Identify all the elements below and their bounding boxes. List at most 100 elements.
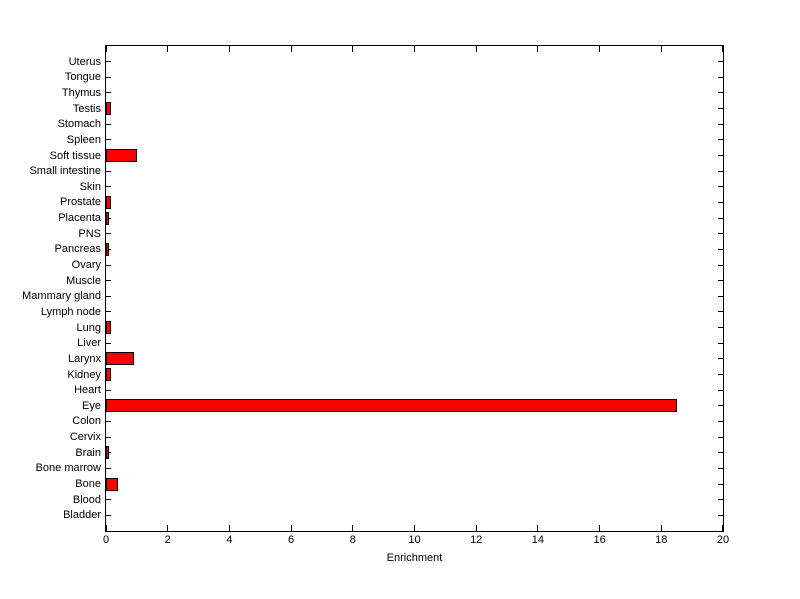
- x-axis-tick: [414, 46, 415, 52]
- y-tick-label: Bone marrow: [35, 462, 101, 475]
- plot-area: [105, 45, 724, 532]
- bar-prostate: [106, 195, 111, 209]
- y-axis-tick: [106, 170, 111, 172]
- y-axis-tick: [718, 389, 723, 391]
- x-axis-tick: [475, 46, 477, 52]
- y-axis-tick: [718, 358, 723, 360]
- y-tick-label: Blood: [72, 493, 101, 506]
- y-tick-label: Liver: [77, 337, 101, 350]
- y-tick-label: Soft tissue: [49, 149, 101, 162]
- x-axis-tick: [106, 525, 107, 531]
- y-axis-tick: [718, 155, 723, 157]
- x-axis-tick: [352, 525, 354, 531]
- y-tick-label: Colon: [72, 415, 101, 428]
- y-axis-tick: [718, 514, 723, 516]
- y-axis-tick: [718, 233, 723, 235]
- y-tick-label: Tongue: [64, 71, 101, 84]
- y-axis-tick: [106, 389, 111, 391]
- y-tick-label: Skin: [79, 180, 101, 193]
- x-tick-label: 8: [349, 534, 356, 546]
- x-axis-tick: [228, 525, 230, 531]
- x-axis-tick: [414, 525, 415, 531]
- bar-eye: [106, 399, 677, 413]
- x-tick-label: 4: [226, 534, 233, 546]
- bar-lung: [106, 321, 111, 335]
- y-tick-label: Larynx: [67, 352, 101, 365]
- bar-brain: [106, 446, 110, 460]
- x-axis-tick: [722, 525, 723, 531]
- x-axis-tick: [228, 46, 230, 52]
- y-tick-label: Lung: [76, 321, 101, 334]
- y-tick-label: Cervix: [69, 431, 101, 444]
- y-axis-tick: [718, 248, 723, 250]
- x-axis-tick: [537, 525, 539, 531]
- y-tick-label: Bone: [75, 478, 101, 491]
- x-axis-tick: [475, 525, 477, 531]
- bar-bone: [106, 477, 119, 491]
- y-axis-tick: [106, 514, 111, 516]
- y-axis-tick: [718, 436, 723, 438]
- x-axis-tick: [599, 46, 601, 52]
- y-tick-label: Spleen: [66, 133, 101, 146]
- y-axis-tick: [718, 92, 723, 94]
- bar-pancreas: [106, 242, 110, 256]
- y-tick-label: Muscle: [66, 274, 101, 287]
- x-axis-title: Enrichment: [386, 552, 443, 564]
- y-axis-tick: [718, 499, 723, 501]
- x-axis-tick: [722, 46, 723, 52]
- x-tick-label: 14: [531, 534, 545, 546]
- y-tick-label: Testis: [72, 102, 101, 115]
- y-axis-tick: [718, 76, 723, 78]
- y-axis-tick: [718, 311, 723, 313]
- y-tick-label: Kidney: [67, 368, 101, 381]
- x-axis-tick-labels: 0 2 4 6 8 10 12 14 16 18 20: [102, 534, 729, 548]
- bar-soft-tissue: [106, 149, 137, 163]
- bar-placenta: [106, 211, 110, 225]
- y-axis-tick: [718, 264, 723, 266]
- x-axis-tick: [660, 525, 662, 531]
- y-axis-tick: [106, 61, 111, 63]
- x-tick-label: 16: [593, 534, 606, 546]
- y-axis-tick: [106, 264, 111, 266]
- x-axis-tick: [167, 525, 169, 531]
- y-axis-tick-labels: Uterus Tongue Thymus Testis Stomach Spleen Sof…: [0, 45, 101, 532]
- y-axis-tick: [718, 374, 723, 376]
- y-tick-label: Uterus: [68, 55, 101, 68]
- y-tick-label: Pancreas: [54, 243, 101, 256]
- y-axis-tick: [718, 280, 723, 282]
- y-axis-tick: [718, 295, 723, 297]
- x-axis-tick: [290, 525, 292, 531]
- y-axis-tick: [718, 483, 723, 485]
- x-axis-tick: [106, 46, 107, 52]
- y-axis-tick: [106, 467, 111, 469]
- y-tick-label: Bladder: [63, 509, 101, 522]
- y-tick-label: Thymus: [61, 86, 101, 99]
- bar-kidney: [106, 368, 111, 382]
- x-tick-label: 18: [655, 534, 668, 546]
- y-tick-label: Eye: [82, 399, 101, 412]
- y-axis-tick: [106, 436, 111, 438]
- y-axis-tick: [106, 123, 111, 125]
- y-axis-tick: [106, 311, 111, 313]
- y-axis-tick: [106, 186, 111, 188]
- y-tick-label: Heart: [74, 384, 101, 397]
- y-axis-tick: [718, 405, 723, 407]
- y-tick-label: Small intestine: [29, 165, 101, 178]
- y-axis-tick: [718, 201, 723, 203]
- y-axis-tick: [106, 139, 111, 141]
- y-axis-tick: [106, 76, 111, 78]
- x-axis-tick: [537, 46, 539, 52]
- x-tick-label: 12: [470, 534, 483, 546]
- y-axis-tick: [718, 139, 723, 141]
- x-axis-tick: [352, 46, 354, 52]
- y-axis-tick: [718, 452, 723, 454]
- x-tick-label: 2: [164, 534, 171, 546]
- x-tick-label: 0: [102, 534, 110, 546]
- y-axis-tick: [718, 108, 723, 110]
- y-axis-tick: [106, 499, 111, 501]
- y-tick-label: Lymph node: [40, 305, 101, 318]
- y-axis-tick: [718, 467, 723, 469]
- y-axis-tick: [106, 92, 111, 94]
- y-axis-tick: [718, 186, 723, 188]
